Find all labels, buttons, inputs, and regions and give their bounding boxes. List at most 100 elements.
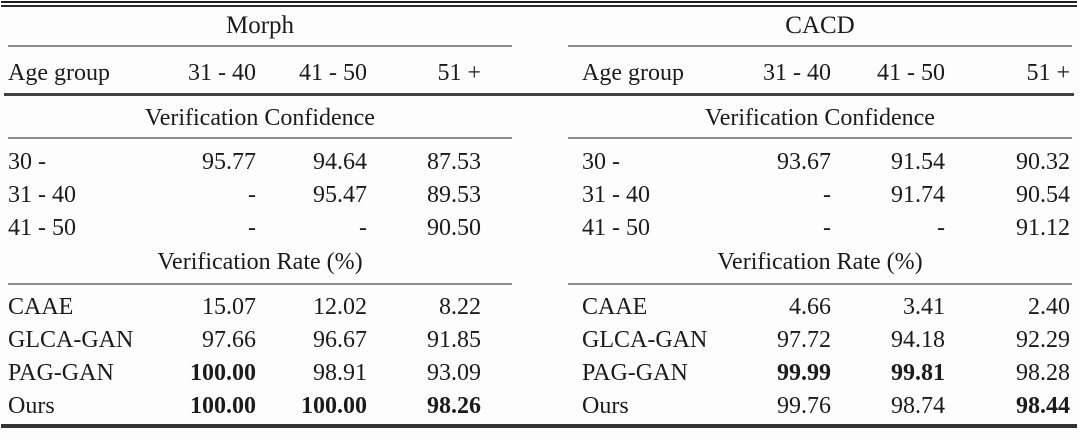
cell: 98.44 xyxy=(1016,393,1070,419)
cell: 91.85 xyxy=(427,327,481,353)
table-row: CAAE 4.66 3.41 2.40 xyxy=(568,291,1072,324)
dataset-title: Morph xyxy=(8,8,512,44)
cell: 99.99 xyxy=(777,360,831,386)
cell: 12.02 xyxy=(313,294,367,320)
dataset-title-text: CACD xyxy=(785,12,855,39)
title-rule xyxy=(568,45,1072,47)
cell: 89.53 xyxy=(427,182,481,208)
table-row: 30 - 93.67 91.54 90.32 xyxy=(568,146,1072,179)
cell: - xyxy=(248,215,256,241)
bottom-rule xyxy=(1,424,1077,428)
row-label: CAAE xyxy=(582,294,648,320)
cell: 98.28 xyxy=(1016,360,1070,386)
cell: 91.12 xyxy=(1016,215,1070,241)
row-label: 41 - 50 xyxy=(582,215,650,241)
cell: 3.41 xyxy=(903,294,945,320)
table-row: Ours 100.00 100.00 98.26 xyxy=(8,390,512,423)
dataset-title-text: Morph xyxy=(225,12,295,39)
column-header: 51 + xyxy=(437,60,481,86)
row-label: 31 - 40 xyxy=(582,182,650,208)
cell: 95.77 xyxy=(202,149,256,175)
column-header: 31 - 40 xyxy=(188,60,256,86)
column-header: 51 + xyxy=(1026,60,1070,86)
row-label: Ours xyxy=(582,393,629,419)
table-row: PAG-GAN 99.99 99.81 98.28 xyxy=(568,357,1072,390)
table-row: Ours 99.76 98.74 98.44 xyxy=(568,390,1072,423)
morph-table: Morph Age group 31 - 40 41 - 50 51 + Ver… xyxy=(8,0,512,441)
cell: 94.64 xyxy=(313,149,367,175)
cell: 4.66 xyxy=(789,294,831,320)
cell: - xyxy=(823,182,831,208)
table-row: 31 - 40 - 91.74 90.54 xyxy=(568,179,1072,212)
row-label: PAG-GAN xyxy=(582,360,688,386)
column-header: 41 - 50 xyxy=(299,60,367,86)
cell: 95.47 xyxy=(313,182,367,208)
section-rule xyxy=(8,137,512,139)
row-label: GLCA-GAN xyxy=(8,327,134,353)
section-rule xyxy=(568,137,1072,139)
row-label: 30 - xyxy=(8,149,46,175)
row-label: 30 - xyxy=(582,149,620,175)
cell: - xyxy=(823,215,831,241)
section-label: Verification Confidence xyxy=(568,101,1072,135)
cell: 90.32 xyxy=(1016,149,1070,175)
cell: 91.54 xyxy=(891,149,945,175)
row-label: CAAE xyxy=(8,294,74,320)
cell: 98.74 xyxy=(891,393,945,419)
row-label: GLCA-GAN xyxy=(582,327,708,353)
cell: 90.54 xyxy=(1016,182,1070,208)
cell: 99.81 xyxy=(891,360,945,386)
cell: 97.72 xyxy=(777,327,831,353)
column-header: 31 - 40 xyxy=(763,60,831,86)
section-rule xyxy=(568,283,1072,285)
row-label: Ours xyxy=(8,393,55,419)
row-label: PAG-GAN xyxy=(8,360,114,386)
cell: 98.91 xyxy=(313,360,367,386)
cell: 100.00 xyxy=(190,360,256,386)
section-label: Verification Rate (%) xyxy=(8,245,512,279)
cell: 8.22 xyxy=(439,294,481,320)
section-rule xyxy=(8,283,512,285)
cell: 93.67 xyxy=(777,149,831,175)
cell: 94.18 xyxy=(891,327,945,353)
dataset-title: CACD xyxy=(568,8,1072,44)
cell: - xyxy=(248,182,256,208)
section-label: Verification Rate (%) xyxy=(568,245,1072,279)
cell: - xyxy=(937,215,945,241)
section-label-text: Verification Rate (%) xyxy=(717,249,923,275)
cell: 99.76 xyxy=(777,393,831,419)
table-row: CAAE 15.07 12.02 8.22 xyxy=(8,291,512,324)
cell: 96.67 xyxy=(313,327,367,353)
column-header-row: Age group 31 - 40 41 - 50 51 + xyxy=(568,56,1072,90)
table-row: GLCA-GAN 97.72 94.18 92.29 xyxy=(568,324,1072,357)
column-header: Age group xyxy=(8,60,110,86)
cell: 91.74 xyxy=(891,182,945,208)
table-row: 31 - 40 - 95.47 89.53 xyxy=(8,179,512,212)
table-row: PAG-GAN 100.00 98.91 93.09 xyxy=(8,357,512,390)
table-row: 41 - 50 - - 90.50 xyxy=(8,212,512,245)
cell: 87.53 xyxy=(427,149,481,175)
cell: 92.29 xyxy=(1016,327,1070,353)
section-label: Verification Confidence xyxy=(8,101,512,135)
section-label-text: Verification Confidence xyxy=(145,105,375,131)
section-label-text: Verification Rate (%) xyxy=(157,249,363,275)
column-header: 41 - 50 xyxy=(877,60,945,86)
cell: 93.09 xyxy=(427,360,481,386)
cell: 15.07 xyxy=(202,294,256,320)
cell: - xyxy=(359,215,367,241)
top-double-rule xyxy=(1,1,1077,7)
cell: 97.66 xyxy=(202,327,256,353)
title-rule xyxy=(8,45,512,47)
cell: 98.26 xyxy=(427,393,481,419)
row-label: 41 - 50 xyxy=(8,215,76,241)
section-label-text: Verification Confidence xyxy=(705,105,935,131)
column-header-row: Age group 31 - 40 41 - 50 51 + xyxy=(8,56,512,90)
cell: 100.00 xyxy=(301,393,367,419)
cell: 2.40 xyxy=(1028,294,1070,320)
cell: 90.50 xyxy=(427,215,481,241)
cacd-table: CACD Age group 31 - 40 41 - 50 51 + Veri… xyxy=(568,0,1072,441)
cell: 100.00 xyxy=(190,393,256,419)
table-row: 30 - 95.77 94.64 87.53 xyxy=(8,146,512,179)
header-bottom-rule xyxy=(4,93,1074,96)
